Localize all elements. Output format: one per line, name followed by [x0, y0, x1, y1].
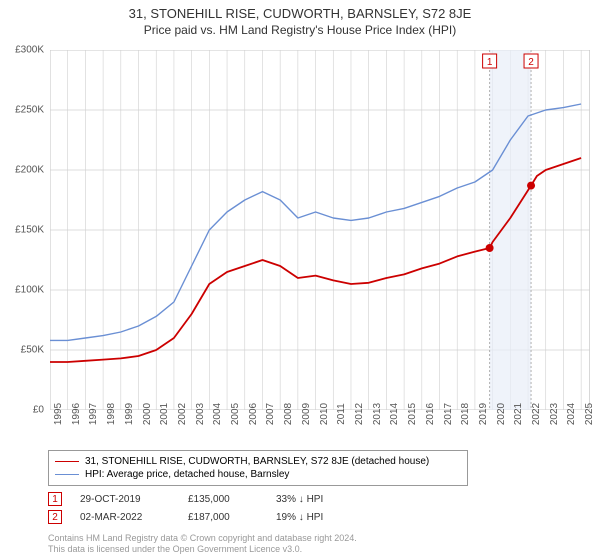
footer-line-1: Contains HM Land Registry data © Crown c…: [48, 533, 357, 545]
x-tick-label: 2010: [319, 403, 330, 425]
x-tick-label: 2003: [195, 403, 206, 425]
x-tick-label: 2015: [407, 403, 418, 425]
marker-badge-1: 1: [48, 492, 62, 506]
x-tick-label: 2006: [248, 403, 259, 425]
marker-table: 1 29-OCT-2019 £135,000 33% ↓ HPI 2 02-MA…: [48, 490, 366, 526]
x-tick-label: 2022: [531, 403, 542, 425]
y-axis: £0£50K£100K£150K£200K£250K£300K: [0, 50, 48, 410]
legend-item-property: 31, STONEHILL RISE, CUDWORTH, BARNSLEY, …: [55, 455, 461, 468]
x-tick-label: 2017: [443, 403, 454, 425]
chart-svg: 12: [50, 50, 590, 410]
x-tick-label: 2021: [513, 403, 524, 425]
x-tick-label: 2024: [566, 403, 577, 425]
x-tick-label: 2012: [354, 403, 365, 425]
marker-price-1: £135,000: [188, 494, 258, 505]
marker-pct-1: 33% ↓ HPI: [276, 494, 366, 505]
marker-row-2: 2 02-MAR-2022 £187,000 19% ↓ HPI: [48, 508, 366, 526]
y-tick-label: £50K: [21, 345, 44, 356]
x-axis: 1995199619971998199920002001200220032004…: [50, 414, 590, 444]
footer-line-2: This data is licensed under the Open Gov…: [48, 544, 357, 556]
x-tick-label: 2004: [212, 403, 223, 425]
x-tick-label: 2005: [230, 403, 241, 425]
x-tick-label: 1997: [88, 403, 99, 425]
chart-title: 31, STONEHILL RISE, CUDWORTH, BARNSLEY, …: [0, 0, 600, 21]
x-tick-label: 2019: [478, 403, 489, 425]
svg-text:2: 2: [528, 57, 534, 68]
x-tick-label: 1995: [53, 403, 64, 425]
marker-price-2: £187,000: [188, 512, 258, 523]
marker-badge-2: 2: [48, 510, 62, 524]
x-tick-label: 2000: [142, 403, 153, 425]
y-tick-label: £250K: [15, 105, 44, 116]
legend-swatch-property: [55, 461, 79, 463]
x-tick-label: 1996: [71, 403, 82, 425]
x-tick-label: 2018: [460, 403, 471, 425]
x-tick-label: 2025: [584, 403, 595, 425]
chart-container: 31, STONEHILL RISE, CUDWORTH, BARNSLEY, …: [0, 0, 600, 560]
y-tick-label: £300K: [15, 45, 44, 56]
x-tick-label: 1998: [106, 403, 117, 425]
x-tick-label: 2020: [496, 403, 507, 425]
legend-swatch-hpi: [55, 474, 79, 475]
x-tick-label: 2023: [549, 403, 560, 425]
y-tick-label: £200K: [15, 165, 44, 176]
x-tick-label: 2001: [159, 403, 170, 425]
marker-date-2: 02-MAR-2022: [80, 512, 170, 523]
y-tick-label: £100K: [15, 285, 44, 296]
x-tick-label: 2009: [301, 403, 312, 425]
marker-row-1: 1 29-OCT-2019 £135,000 33% ↓ HPI: [48, 490, 366, 508]
x-tick-label: 2016: [425, 403, 436, 425]
x-tick-label: 2014: [389, 403, 400, 425]
y-tick-label: £0: [33, 405, 44, 416]
x-tick-label: 2013: [372, 403, 383, 425]
chart-subtitle: Price paid vs. HM Land Registry's House …: [0, 21, 600, 41]
y-tick-label: £150K: [15, 225, 44, 236]
legend-label-property: 31, STONEHILL RISE, CUDWORTH, BARNSLEY, …: [85, 456, 429, 467]
marker-pct-2: 19% ↓ HPI: [276, 512, 366, 523]
x-tick-label: 2007: [265, 403, 276, 425]
x-tick-label: 2002: [177, 403, 188, 425]
x-tick-label: 2008: [283, 403, 294, 425]
plot-area: 12: [50, 50, 590, 410]
footer-attribution: Contains HM Land Registry data © Crown c…: [48, 533, 357, 556]
legend-label-hpi: HPI: Average price, detached house, Barn…: [85, 469, 289, 480]
legend-item-hpi: HPI: Average price, detached house, Barn…: [55, 468, 461, 481]
x-tick-label: 2011: [336, 403, 347, 425]
x-tick-label: 1999: [124, 403, 135, 425]
legend: 31, STONEHILL RISE, CUDWORTH, BARNSLEY, …: [48, 450, 468, 486]
svg-text:1: 1: [487, 57, 493, 68]
marker-date-1: 29-OCT-2019: [80, 494, 170, 505]
